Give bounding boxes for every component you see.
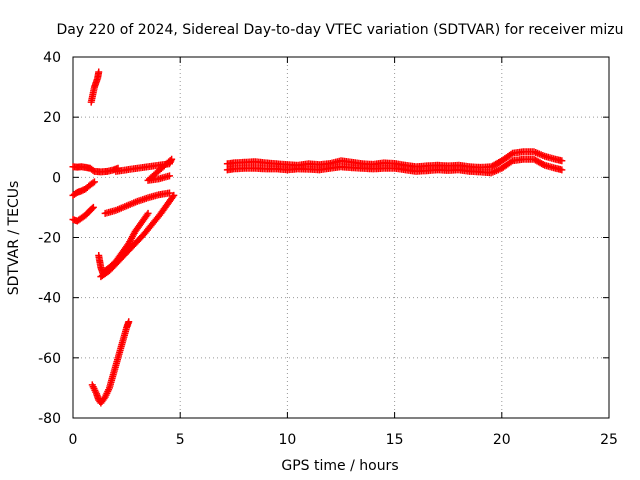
data-point (153, 175, 161, 183)
series-low-trace (88, 318, 133, 407)
data-point (169, 193, 177, 201)
series-middle-cluster (95, 209, 152, 278)
data-point (507, 150, 515, 158)
chart-title: Day 220 of 2024, Sidereal Day-to-day VTE… (57, 22, 624, 38)
tick-labels: 0 5 10 15 20 25 -80 -60 -40 -20 0 20 40 (38, 50, 618, 448)
data-point (122, 326, 130, 334)
x-tick-label: 5 (176, 432, 185, 448)
data-point (89, 179, 97, 187)
data-point (79, 213, 87, 221)
y-tick-label: 20 (43, 110, 61, 126)
data-point (550, 155, 558, 163)
data-point (94, 70, 102, 78)
series-early-upper-band (69, 163, 122, 176)
data-point (163, 200, 171, 208)
data-point (528, 148, 536, 156)
y-axis-label: SDTVAR / TECUs (6, 181, 22, 296)
series-afternoon-band (112, 155, 176, 184)
y-tick-label: 40 (43, 50, 61, 66)
data-point (90, 85, 98, 93)
plot-frame (72, 56, 610, 419)
data-point (124, 319, 132, 327)
data-point (556, 156, 564, 164)
data-point (88, 180, 96, 188)
data-point (132, 198, 140, 206)
data-point (88, 204, 96, 212)
data-point (84, 209, 92, 217)
x-axis-label: GPS time / hours (281, 458, 398, 474)
data-point (538, 160, 546, 168)
data-point (112, 260, 120, 268)
data-point (99, 396, 107, 404)
data-point (164, 172, 172, 180)
data-points (69, 68, 566, 407)
data-point (135, 221, 143, 229)
series-lower-arc (97, 191, 178, 281)
series-rising-band (101, 189, 173, 217)
series-main-band-top (223, 148, 566, 171)
data-point (70, 190, 78, 198)
data-point (103, 269, 111, 277)
data-point (505, 159, 513, 167)
data-point (87, 205, 95, 213)
data-point (146, 223, 154, 231)
data-point (539, 160, 547, 168)
y-tick-label: -40 (38, 291, 61, 307)
grid (73, 57, 609, 418)
data-point (118, 341, 126, 349)
data-point (528, 155, 536, 163)
series-main-band-bottom (223, 155, 566, 177)
data-point (495, 159, 503, 167)
data-point (105, 386, 113, 394)
data-point (109, 371, 117, 379)
y-tick-label: 0 (52, 170, 61, 186)
data-point (153, 191, 161, 199)
data-point (143, 211, 151, 219)
series-early-descending-1 (69, 178, 98, 199)
data-point (129, 242, 137, 250)
series-outlier-high (87, 68, 103, 106)
data-point (75, 216, 83, 224)
data-point (507, 158, 515, 166)
data-point (556, 165, 564, 173)
x-tick-label: 10 (278, 432, 296, 448)
data-point (164, 189, 172, 197)
x-tick-label: 15 (386, 432, 404, 448)
data-point (121, 203, 129, 211)
x-tick-label: 25 (600, 432, 618, 448)
data-point (113, 356, 121, 364)
y-tick-label: -80 (38, 411, 61, 427)
data-point (92, 388, 100, 396)
data-point (110, 207, 118, 215)
data-point (168, 194, 176, 202)
series-early-descending-2 (69, 203, 97, 225)
data-point (83, 183, 91, 191)
data-point (120, 251, 128, 259)
data-point (142, 212, 150, 220)
data-point (154, 212, 162, 220)
data-point (137, 233, 145, 241)
data-point (88, 165, 96, 173)
data-point (505, 151, 513, 159)
data-point (142, 194, 150, 202)
data-point (550, 164, 558, 172)
y-tick-label: -60 (38, 351, 61, 367)
x-tick-label: 0 (69, 432, 78, 448)
data-point (97, 262, 105, 270)
x-tick-label: 20 (493, 432, 511, 448)
data-point (539, 152, 547, 160)
y-tick-label: -20 (38, 231, 61, 247)
